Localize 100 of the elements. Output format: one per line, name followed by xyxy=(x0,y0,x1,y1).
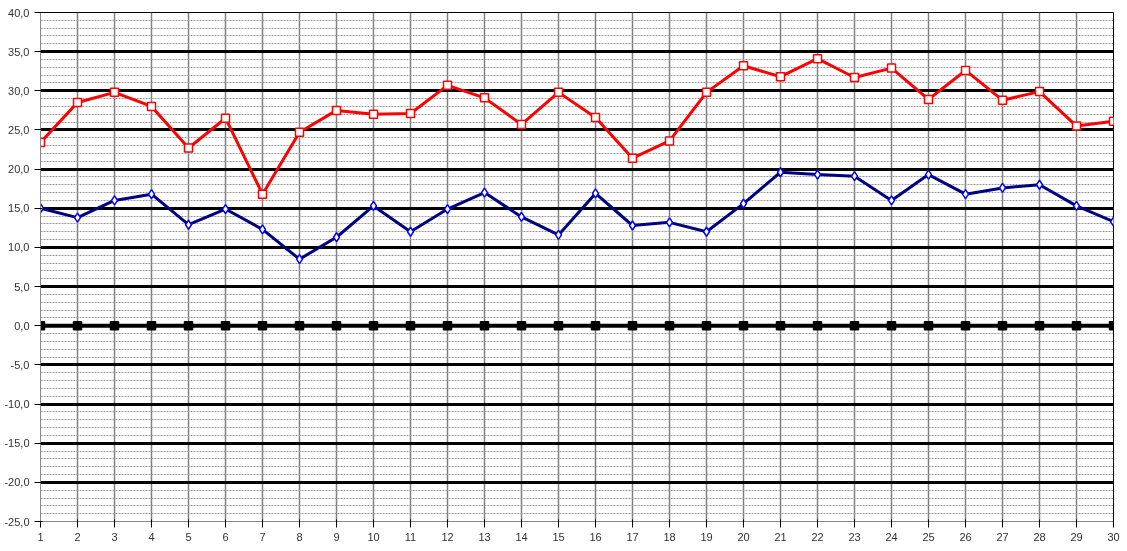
x-tick-label: 13 xyxy=(478,530,491,543)
point xyxy=(183,143,194,153)
point xyxy=(923,94,934,105)
point xyxy=(368,320,379,331)
x-tick-label: 20 xyxy=(737,530,750,543)
point xyxy=(997,95,1008,105)
y-tick-label: 15,0 xyxy=(8,202,30,215)
point xyxy=(812,320,823,331)
point xyxy=(775,320,786,331)
x-tick-label: 16 xyxy=(589,530,602,543)
point xyxy=(1034,320,1045,331)
x-tick-label: 19 xyxy=(700,530,713,543)
point xyxy=(664,320,675,331)
point xyxy=(516,119,527,130)
point xyxy=(294,320,305,331)
point xyxy=(294,127,305,138)
point xyxy=(849,320,860,331)
y-tick-label: -5,0 xyxy=(10,358,30,371)
x-tick-label: 25 xyxy=(922,530,935,543)
point xyxy=(627,153,638,163)
x-tick-label: 30 xyxy=(1107,530,1120,543)
point xyxy=(923,320,934,331)
y-tick-label: 30,0 xyxy=(8,84,30,97)
y-tick-label: 40,0 xyxy=(8,6,30,19)
x-tick-label: 29 xyxy=(1070,530,1083,543)
point xyxy=(1071,320,1082,331)
point xyxy=(479,320,490,331)
point xyxy=(72,320,83,331)
y-tick-label: 20,0 xyxy=(8,163,30,176)
point xyxy=(812,53,823,64)
point xyxy=(775,71,786,82)
x-tick-label: 28 xyxy=(1033,530,1046,543)
y-tick-label: 35,0 xyxy=(8,45,30,58)
x-tick-label: 8 xyxy=(296,530,303,543)
x-tick-label: 6 xyxy=(222,530,229,543)
y-tick-label: -15,0 xyxy=(4,437,30,450)
x-tick-label: 3 xyxy=(111,530,118,543)
point xyxy=(701,87,712,98)
y-tick-label: -25,0 xyxy=(4,515,30,528)
x-tick-label: 26 xyxy=(959,530,972,543)
y-tick-label: 5,0 xyxy=(14,280,30,293)
point xyxy=(553,320,564,331)
point xyxy=(627,320,638,331)
point xyxy=(1071,121,1082,131)
point xyxy=(368,109,379,120)
point xyxy=(257,189,268,199)
point xyxy=(183,320,194,331)
x-tick-label: 24 xyxy=(885,530,898,543)
point xyxy=(590,112,601,123)
point xyxy=(405,320,416,331)
x-tick-label: 11 xyxy=(404,530,417,543)
point xyxy=(960,320,971,331)
point xyxy=(738,320,749,331)
x-tick-label: 9 xyxy=(333,530,340,543)
point xyxy=(1034,86,1045,97)
point xyxy=(146,320,157,331)
x-tick-label: 23 xyxy=(848,530,861,543)
point xyxy=(960,65,971,76)
x-tick-label: 27 xyxy=(996,530,1009,543)
point xyxy=(220,320,231,331)
point xyxy=(146,101,157,112)
point xyxy=(72,97,83,108)
x-tick-label: 17 xyxy=(626,530,639,543)
point xyxy=(553,87,564,98)
point xyxy=(109,320,120,331)
x-tick-label: 2 xyxy=(74,530,81,543)
point xyxy=(257,320,268,331)
x-tick-label: 1 xyxy=(37,530,44,543)
x-tick-label: 7 xyxy=(259,530,266,543)
point xyxy=(886,320,897,331)
point xyxy=(701,320,712,331)
y-tick-label: 25,0 xyxy=(8,123,30,136)
point xyxy=(479,93,490,103)
x-tick-label: 4 xyxy=(148,530,155,543)
y-tick-label: -10,0 xyxy=(4,398,30,411)
point xyxy=(516,320,527,331)
point xyxy=(331,105,342,116)
point xyxy=(405,108,416,119)
point xyxy=(590,320,601,331)
point xyxy=(849,72,860,83)
point xyxy=(738,61,749,71)
point xyxy=(109,87,120,98)
point xyxy=(886,63,897,73)
point xyxy=(997,320,1008,331)
x-tick-label: 5 xyxy=(185,530,192,543)
x-tick-label: 14 xyxy=(515,530,528,543)
x-tick-label: 15 xyxy=(552,530,565,543)
x-tick-label: 12 xyxy=(441,530,454,543)
x-tick-label: 10 xyxy=(367,530,380,543)
point xyxy=(220,113,231,123)
point xyxy=(331,320,342,331)
point xyxy=(664,136,675,146)
x-tick-label: 18 xyxy=(663,530,676,543)
point xyxy=(442,320,453,331)
y-tick-label: -20,0 xyxy=(4,476,30,489)
y-tick-label: 0,0 xyxy=(14,319,30,332)
y-tick-label: 10,0 xyxy=(8,241,30,254)
point xyxy=(442,80,453,91)
x-tick-label: 21 xyxy=(774,530,787,543)
x-tick-label: 22 xyxy=(811,530,824,543)
